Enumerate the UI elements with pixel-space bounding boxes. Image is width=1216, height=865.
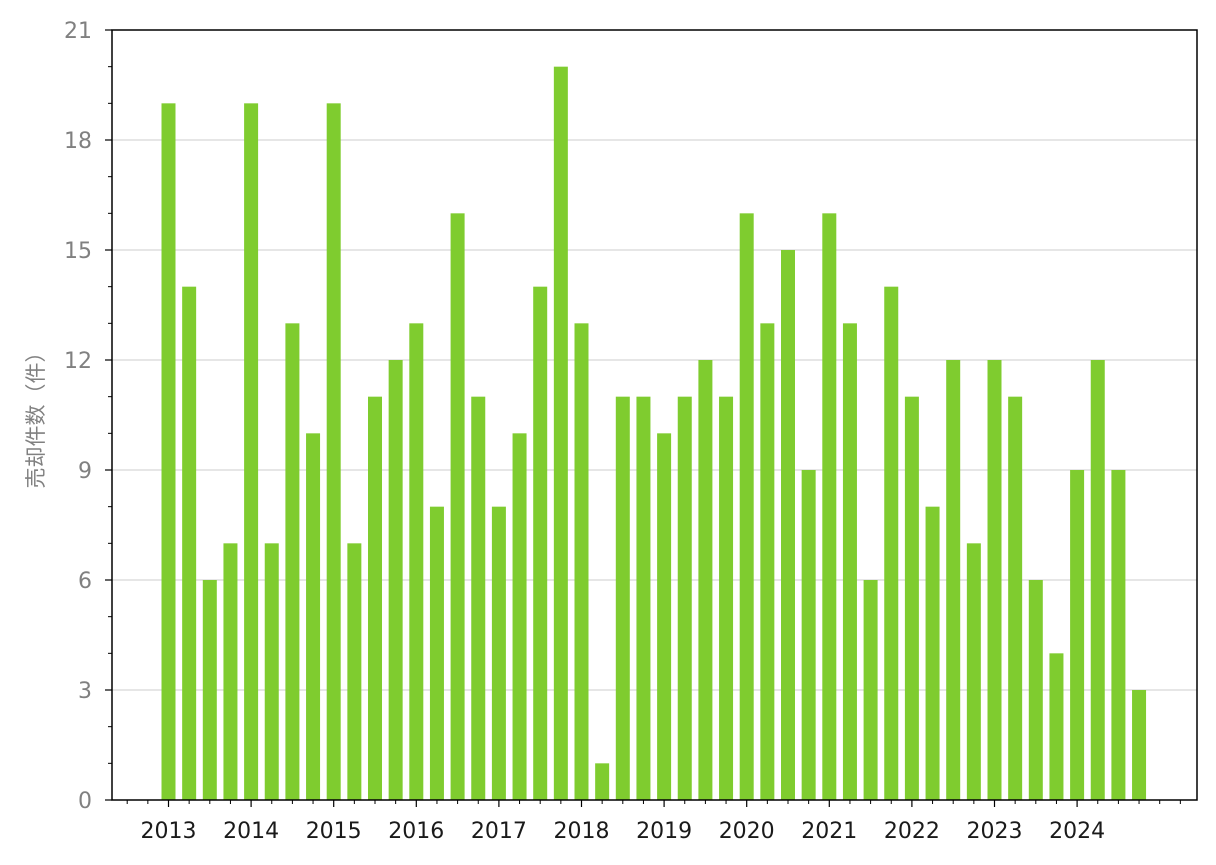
bar [161, 103, 176, 800]
bar [636, 396, 651, 800]
bar [781, 250, 795, 800]
bar [223, 543, 238, 800]
x-tick-label: 2019 [636, 819, 692, 844]
bar [450, 213, 465, 800]
y-tick-label: 15 [64, 239, 92, 264]
bar [388, 360, 403, 800]
y-tick-label: 12 [64, 349, 92, 374]
bar [368, 396, 382, 800]
bar [347, 543, 362, 800]
bar [429, 506, 444, 800]
bar [1090, 360, 1105, 800]
plot-area-frame [111, 29, 1198, 801]
x-tick-label: 2015 [306, 819, 362, 844]
bar [285, 323, 300, 800]
bar [202, 580, 217, 800]
bar [760, 323, 775, 800]
bar [1132, 690, 1147, 800]
x-tick-label: 2014 [223, 819, 279, 844]
bar [264, 543, 279, 800]
y-tick-label: 18 [64, 129, 92, 154]
bar [533, 286, 548, 800]
bar [801, 470, 816, 800]
bar [471, 396, 486, 800]
bar [698, 360, 713, 800]
bar [677, 396, 692, 800]
bars [161, 66, 1147, 801]
bar [1028, 580, 1043, 800]
bar [1049, 653, 1064, 800]
y-tick-label: 9 [78, 459, 92, 484]
y-axis-label: 売却件数（件） [24, 342, 48, 489]
x-tick-label: 2024 [1049, 819, 1105, 844]
bar [822, 213, 837, 800]
bar [1111, 470, 1126, 800]
x-tick-label: 2016 [388, 819, 444, 844]
bar [904, 396, 919, 800]
y-tick-label: 6 [78, 569, 92, 594]
bar [719, 396, 734, 800]
y-axis-ticks: 0 3 6 9 12 15 18 21 [64, 19, 112, 814]
bar [244, 103, 259, 800]
x-tick-label: 2023 [967, 819, 1023, 844]
bar [574, 323, 589, 800]
bar [595, 763, 610, 800]
y-tick-label: 3 [78, 679, 92, 704]
bar [553, 66, 568, 801]
bar [1070, 470, 1085, 800]
bar [925, 506, 940, 800]
bar [306, 433, 321, 800]
x-tick-label: 2017 [471, 819, 527, 844]
bar [326, 103, 341, 800]
bar [966, 543, 981, 800]
bar [946, 360, 961, 800]
y-tick-label: 0 [78, 789, 92, 814]
bar [491, 506, 506, 800]
bar [615, 396, 630, 800]
x-tick-label: 2022 [884, 819, 940, 844]
bar [409, 323, 424, 800]
bar [842, 323, 857, 800]
bar [863, 580, 878, 800]
y-tick-label: 21 [64, 19, 92, 44]
bar [987, 360, 1002, 800]
x-tick-label: 2018 [554, 819, 610, 844]
x-tick-label: 2013 [141, 819, 197, 844]
bar [512, 433, 527, 800]
bar [182, 286, 197, 800]
x-tick-label: 2020 [719, 819, 775, 844]
x-axis-ticks: 2013 2014 2015 2016 2017 2018 2019 2020 2021 2022… [126, 800, 1181, 844]
bar [657, 433, 672, 800]
bar [884, 286, 899, 800]
bar [1008, 396, 1023, 800]
bar [739, 213, 754, 800]
x-tick-label: 2021 [801, 819, 857, 844]
